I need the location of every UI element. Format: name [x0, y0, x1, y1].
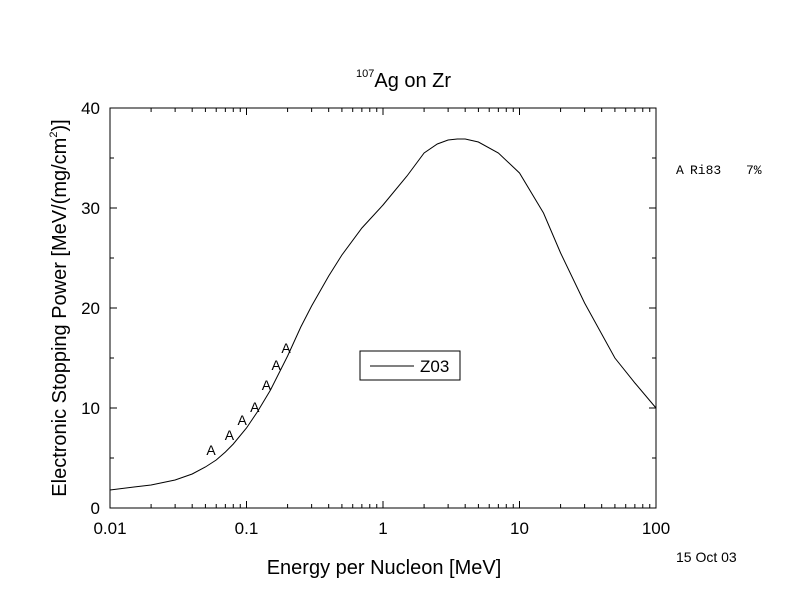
reference-note: A Ri83 7%	[676, 163, 762, 178]
y-tick-label: 0	[91, 499, 100, 518]
experimental-point: A	[262, 377, 272, 393]
experimental-point: A	[206, 442, 216, 458]
y-axis-label-main: Electronic Stopping Power [MeV/(mg/cm	[49, 138, 71, 497]
y-tick-label: 20	[81, 299, 100, 318]
experimental-point: A	[238, 412, 248, 428]
experimental-point: A	[225, 427, 235, 443]
x-tick-label: 0.1	[235, 519, 259, 538]
reference-marker: A	[676, 163, 684, 178]
y-tick-label: 10	[81, 399, 100, 418]
date-stamp: 15 Oct 03	[676, 549, 737, 565]
y-tick-label: 30	[81, 199, 100, 218]
y-axis-label-superscript: 2	[48, 132, 60, 138]
reference-source: Ri83	[690, 163, 721, 178]
plot-frame	[109, 107, 657, 509]
experimental-point: A	[272, 357, 282, 373]
x-axis-label: Energy per Nucleon [MeV]	[267, 557, 502, 579]
experimental-point: A	[250, 399, 260, 415]
y-axis-label-close: )]	[49, 119, 71, 131]
x-tick-label: 1	[378, 519, 387, 538]
title-superscript: 107	[356, 68, 374, 80]
y-tick-label: 40	[81, 99, 100, 118]
x-tick-label: 10	[510, 519, 529, 538]
x-tick-label: 0.01	[93, 519, 126, 538]
chart-title: 107Ag on Zr	[356, 68, 451, 92]
series-line-z03	[109, 138, 657, 491]
y-axis-label: Electronic Stopping Power [MeV/(mg/cm2)]	[48, 119, 71, 496]
legend: Z03	[359, 350, 461, 381]
reference-uncertainty: 7%	[746, 163, 762, 178]
x-tick-label: 100	[642, 519, 670, 538]
title-main: Ag on Zr	[374, 70, 451, 92]
legend-label-z03: Z03	[420, 357, 449, 376]
axis-tick-labels: 0.01 0.1 1 10 100 0 10 20 30 40	[81, 99, 670, 538]
axis-ticks	[109, 107, 657, 509]
experimental-point: A	[281, 340, 291, 356]
